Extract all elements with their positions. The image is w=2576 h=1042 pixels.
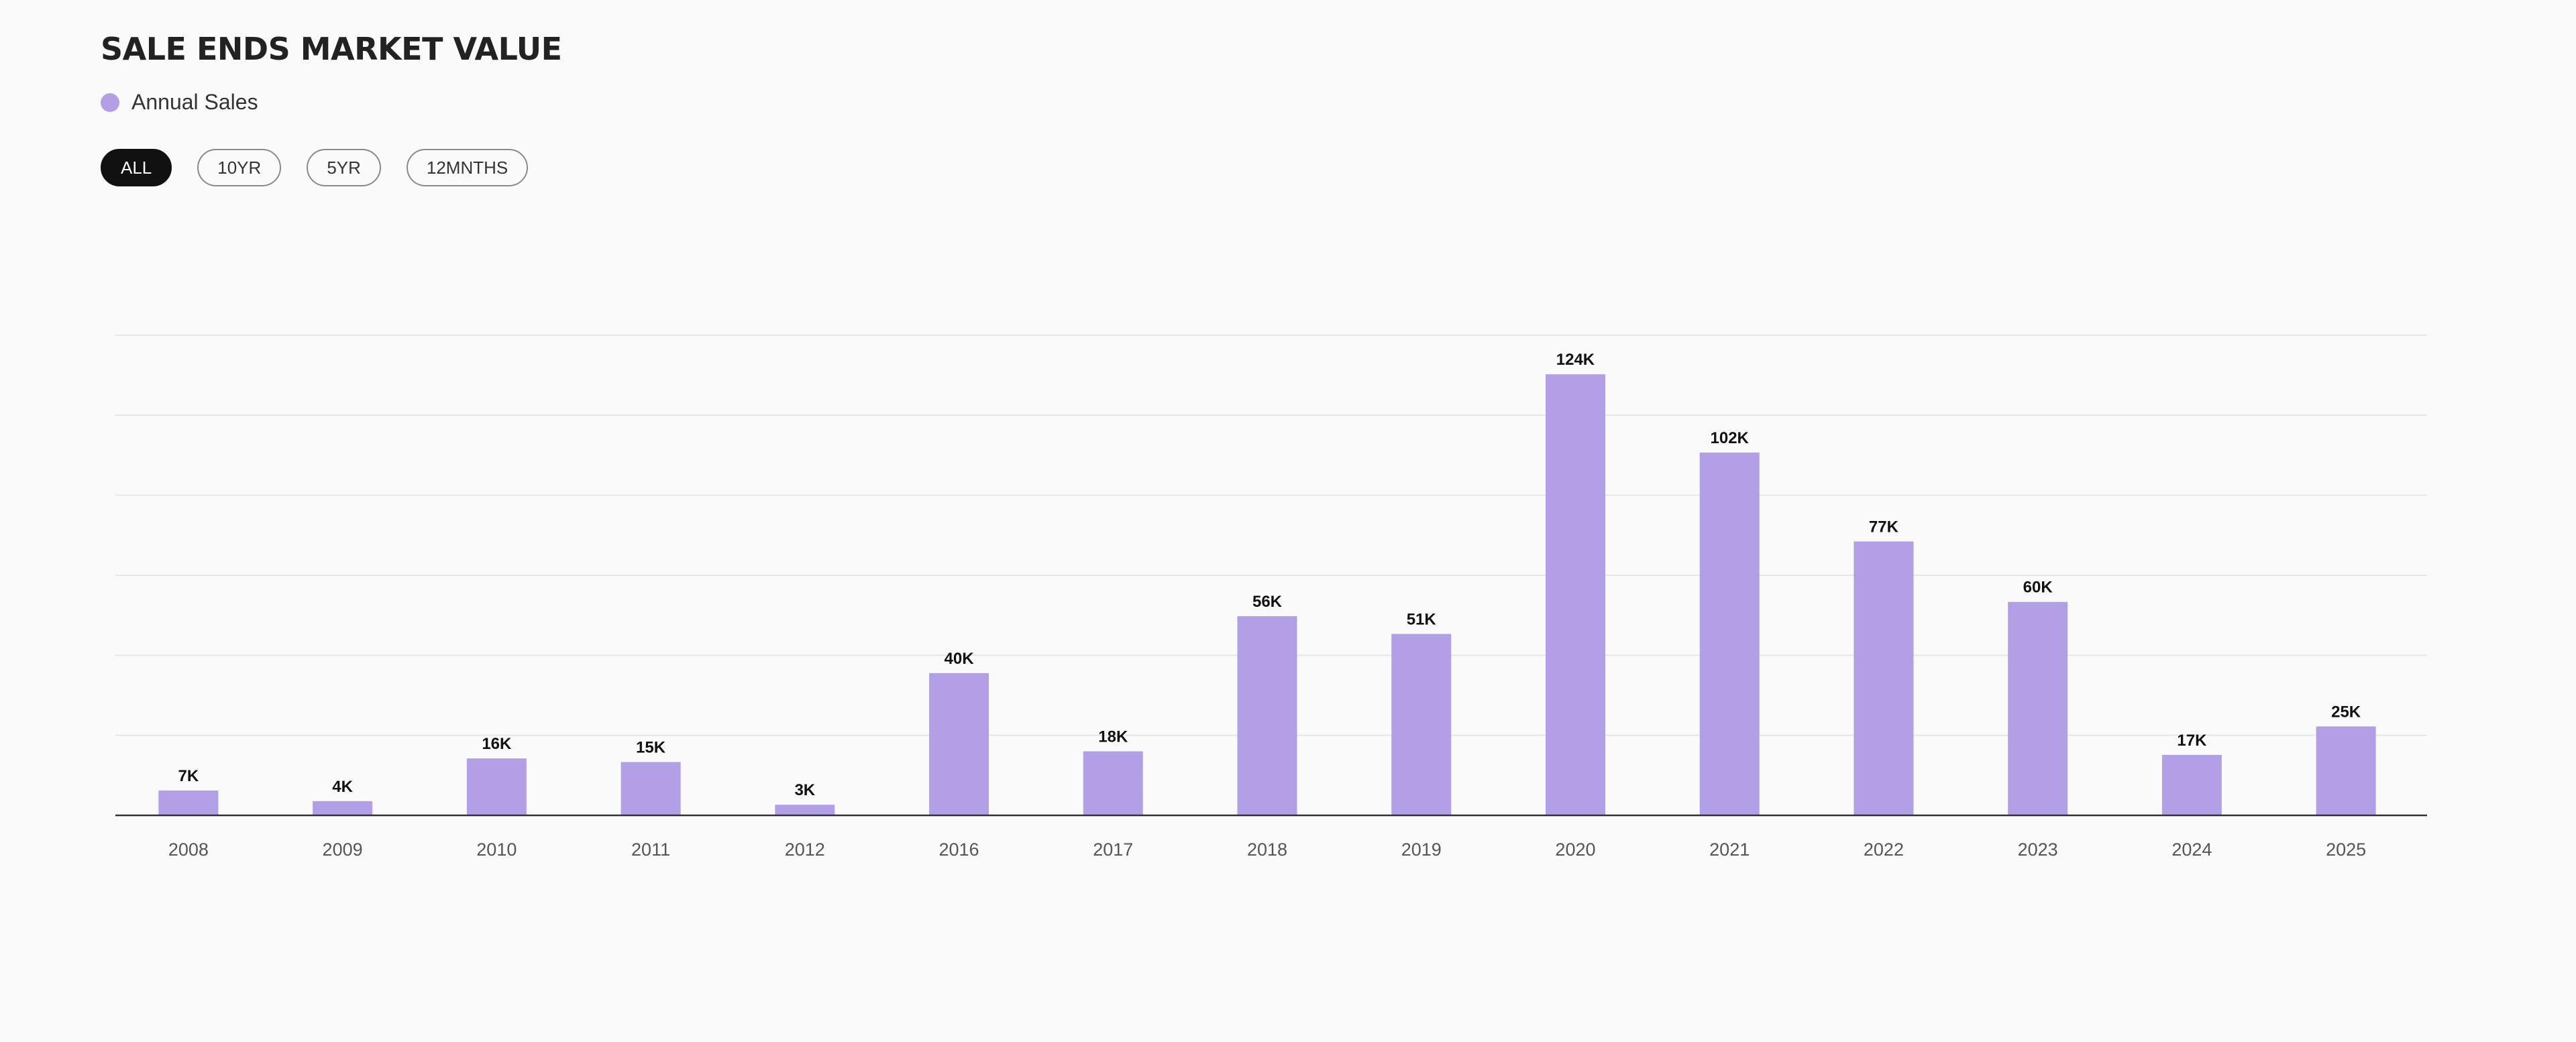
bar-value-label: 77K — [1869, 518, 1899, 536]
bar — [1083, 751, 1143, 815]
bar-value-label: 25K — [2331, 703, 2361, 721]
bar — [158, 790, 219, 815]
bar — [621, 762, 681, 815]
bar-value-label: 3K — [794, 781, 815, 799]
x-tick-label: 2023 — [2018, 840, 2058, 860]
bar-value-label: 40K — [945, 650, 975, 668]
bar — [1237, 616, 1297, 815]
bar-value-label: 124K — [1556, 351, 1595, 369]
x-tick-label: 2025 — [2326, 840, 2366, 860]
range-filters: ALL 10YR 5YR 12MNTHS — [101, 149, 529, 186]
bar — [775, 805, 835, 815]
bar-value-label: 16K — [482, 735, 512, 753]
bar — [1854, 541, 1914, 815]
bar — [2008, 601, 2068, 815]
x-tick-label: 2010 — [476, 840, 517, 860]
bar-value-label: 56K — [1252, 593, 1283, 611]
bar-value-label: 4K — [332, 778, 353, 796]
legend: Annual Sales — [101, 90, 258, 115]
bar — [2316, 726, 2376, 815]
bar — [1699, 452, 1760, 815]
chart-title: SALE ENDS MARKET VALUE — [101, 31, 562, 67]
x-tick-label: 2019 — [1401, 840, 1442, 860]
x-tick-label: 2024 — [2171, 840, 2212, 860]
x-tick-label: 2011 — [631, 840, 670, 860]
x-tick-label: 2009 — [323, 840, 363, 860]
x-tick-label: 2016 — [938, 840, 979, 860]
legend-label: Annual Sales — [131, 90, 258, 114]
bar — [1545, 374, 1605, 815]
filter-all-button[interactable]: ALL — [101, 149, 172, 186]
bar-value-label: 51K — [1407, 610, 1437, 628]
x-tick-label: 2020 — [1555, 840, 1595, 860]
bar-value-label: 7K — [178, 767, 199, 785]
x-tick-label: 2022 — [1864, 840, 1904, 860]
bar — [1391, 634, 1452, 815]
x-tick-label: 2017 — [1093, 840, 1133, 860]
bar-value-label: 60K — [2023, 579, 2053, 597]
x-tick-label: 2018 — [1247, 840, 1287, 860]
filter-12mnths-button[interactable]: 12MNTHS — [406, 149, 529, 186]
filter-5yr-button[interactable]: 5YR — [307, 149, 381, 186]
bar — [929, 673, 989, 815]
filter-10yr-button[interactable]: 10YR — [197, 149, 282, 186]
bar — [313, 801, 373, 815]
bar-value-label: 18K — [1098, 728, 1128, 746]
bar-value-label: 102K — [1711, 429, 1750, 447]
x-tick-label: 2012 — [785, 840, 825, 860]
bar-value-label: 15K — [636, 738, 666, 756]
x-tick-label: 2008 — [168, 840, 209, 860]
bar — [2161, 754, 2222, 815]
legend-swatch — [101, 93, 119, 112]
bar — [466, 758, 527, 815]
x-tick-label: 2021 — [1709, 840, 1750, 860]
bar-value-label: 17K — [2177, 732, 2207, 750]
